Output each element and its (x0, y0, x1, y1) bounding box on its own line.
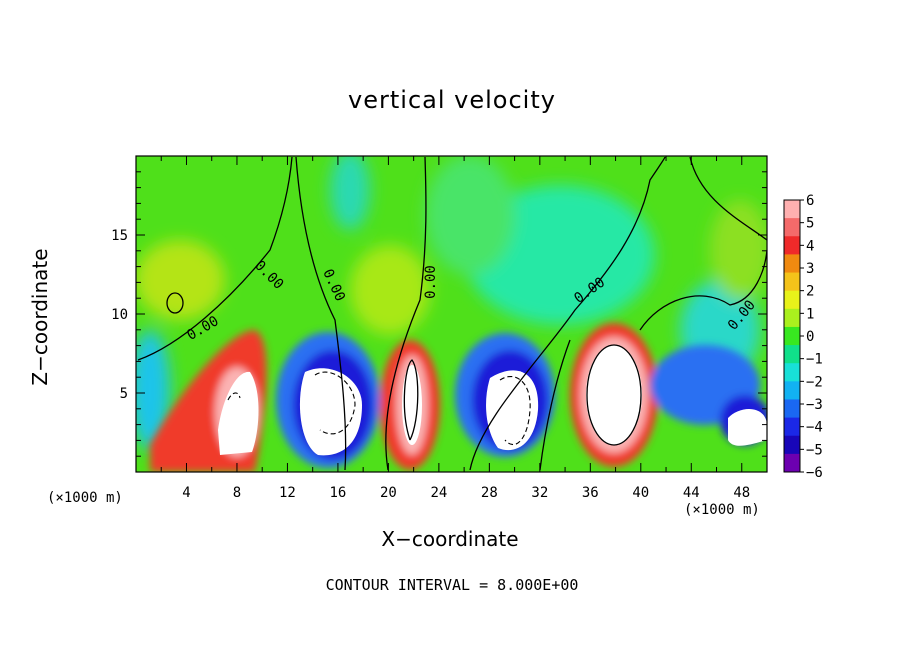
x-tick-label: 32 (531, 485, 548, 501)
colorbar-swatch (784, 272, 800, 292)
x-unit-label-left: (×1000 m) (47, 490, 123, 506)
colorbar-swatch (784, 290, 800, 310)
x-tick-label: 40 (632, 485, 649, 501)
colorbar-tick-label: 0 (806, 329, 814, 345)
colorbar-swatch (784, 236, 800, 255)
colorbar-swatch (784, 363, 800, 382)
y-tick-label: 5 (120, 386, 128, 402)
colorbar-swatch (784, 254, 800, 274)
colorbar-swatch (784, 399, 800, 419)
colorbar-swatch (784, 435, 800, 455)
y-tick-label: 10 (111, 307, 128, 323)
x-tick-label: 28 (481, 485, 498, 501)
colorbar-swatch (784, 326, 800, 346)
y-tick-label: 15 (111, 228, 128, 244)
colorbar-tick-label: −5 (806, 442, 823, 458)
x-tick-label: 4 (182, 485, 190, 501)
chart-title: vertical velocity (348, 86, 556, 114)
colorbar-tick-label: −4 (806, 420, 823, 436)
x-tick-label: 8 (233, 485, 241, 501)
y-axis: 5 10 15 (111, 171, 767, 457)
x-tick-label: 48 (733, 485, 750, 501)
colorbar-tick-label: 6 (806, 193, 814, 209)
field-layer (136, 156, 767, 472)
colorbar-tick-label: 2 (806, 284, 814, 300)
x-tick-label: 20 (380, 485, 397, 501)
colorbar-swatch (784, 417, 800, 437)
x-tick-label: 16 (329, 485, 346, 501)
x-axis-label: X−coordinate (381, 527, 519, 551)
colorbar-tick-label: −6 (806, 465, 823, 481)
colorbar-swatch (784, 453, 800, 473)
x-tick-label: 44 (683, 485, 700, 501)
contour-label: 0.00 (423, 265, 439, 299)
colorbar-swatch (784, 381, 800, 400)
colorbar-swatch (784, 218, 800, 237)
colorbar-swatch (784, 308, 800, 328)
x-tick-label: 24 (430, 485, 447, 501)
colorbar-tick-label: 1 (806, 306, 814, 322)
colorbar-swatch (784, 345, 800, 364)
x-unit-label-right: (×1000 m) (684, 502, 760, 518)
x-tick-label: 36 (582, 485, 599, 501)
colorbar-tick-label: −2 (806, 374, 823, 390)
x-axis: 4 8 12 16 20 24 28 32 36 40 44 48 (160, 156, 768, 501)
colorbar-tick-label: 5 (806, 216, 814, 232)
colorbar: 6 5 4 3 2 1 0 −1 −2 −3 −4 −5 −6 (783, 193, 823, 481)
contour-interval-note: CONTOUR INTERVAL = 8.000E+00 (325, 576, 579, 594)
colorbar-tick-label: −3 (806, 397, 823, 413)
colorbar-swatch (784, 200, 800, 219)
x-tick-label: 12 (279, 485, 296, 501)
colorbar-tick-label: 3 (806, 261, 814, 277)
colorbar-tick-label: −1 (806, 352, 823, 368)
colorbar-tick-label: 4 (806, 238, 814, 254)
